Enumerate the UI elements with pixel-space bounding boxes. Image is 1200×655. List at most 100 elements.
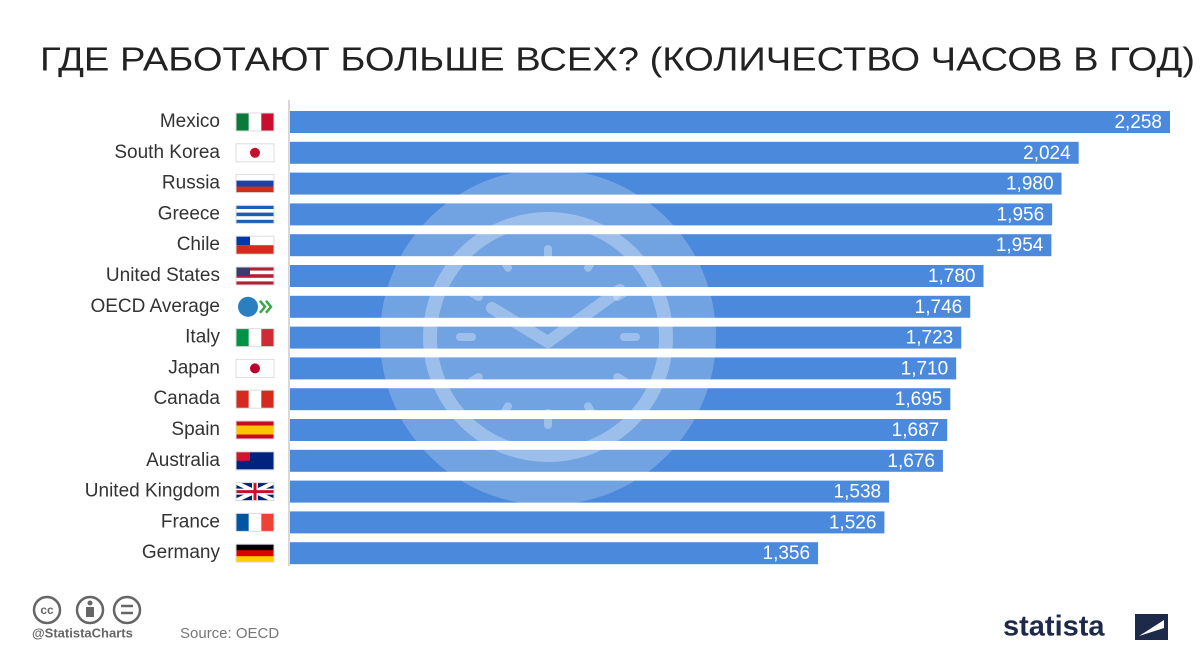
- category-label: Greece: [158, 203, 220, 224]
- bar: [290, 141, 1079, 164]
- category-label: Germany: [142, 542, 221, 563]
- category-label: United Kingdom: [85, 481, 220, 502]
- bar: [290, 295, 971, 318]
- value-label: 1,676: [887, 451, 935, 472]
- flag: [235, 543, 275, 563]
- flag: [235, 389, 275, 409]
- flag-stripe: [236, 421, 274, 426]
- flag-border: [235, 112, 275, 132]
- flag: [235, 174, 275, 194]
- flag: [235, 266, 275, 286]
- flag: [235, 512, 275, 532]
- cc-icons: cc: [32, 595, 142, 625]
- value-label: 1,356: [763, 543, 811, 564]
- bar: [290, 326, 962, 349]
- flag-border: [235, 358, 275, 378]
- flag-stripe: [248, 390, 262, 409]
- flag-cross: [236, 482, 274, 501]
- clock-face: [423, 212, 673, 462]
- bar: [290, 172, 1062, 195]
- category-label: Japan: [168, 357, 220, 378]
- flag-stripe: [236, 209, 274, 213]
- bar: [290, 203, 1053, 226]
- flag-stripe: [261, 390, 275, 409]
- flag-stripe: [236, 274, 274, 279]
- clock-tick: [613, 289, 629, 301]
- flag-border: [235, 328, 275, 348]
- flag-stripe: [248, 513, 262, 532]
- category-label: Italy: [185, 327, 220, 348]
- logo: statista: [1003, 611, 1105, 643]
- bar: [290, 111, 1170, 133]
- flag: [238, 296, 273, 317]
- value-label: 1,780: [928, 266, 976, 287]
- flag-stripe: [261, 328, 275, 347]
- value-label: 1,980: [1006, 174, 1054, 195]
- flag-border: [235, 235, 275, 255]
- svg-text:cc: cc: [40, 603, 54, 617]
- flag: [235, 235, 275, 255]
- flag-stripe: [236, 212, 274, 217]
- flag: [235, 112, 275, 132]
- flag-border: [235, 420, 275, 440]
- clock-tick: [613, 373, 629, 385]
- flag-stripe: [236, 328, 249, 347]
- flag-border: [235, 543, 275, 563]
- flag-stripe: [261, 113, 275, 131]
- flag-border: [235, 389, 275, 409]
- value-label: 1,746: [915, 297, 963, 318]
- flag-stripe: [236, 550, 274, 557]
- clock-hands: [486, 284, 626, 348]
- clock-tick: [467, 373, 483, 385]
- bar: [290, 511, 885, 534]
- clock-tick: [584, 402, 596, 418]
- category-label: Australia: [146, 450, 220, 471]
- bars: [290, 111, 1170, 565]
- bar: [290, 449, 943, 472]
- footer-source: Source: OECD: [180, 625, 279, 642]
- value-label: 1,954: [996, 235, 1044, 256]
- value-label: 1,526: [829, 512, 877, 533]
- logo-mark: [1135, 614, 1168, 640]
- bar: [290, 419, 948, 441]
- clock-disc: [380, 169, 716, 505]
- value-label: 1,695: [895, 389, 943, 410]
- clock-tick: [500, 256, 512, 272]
- bar: [290, 542, 819, 565]
- flag-stripe: [236, 186, 274, 193]
- flag-stripe: [236, 113, 249, 131]
- flag-stripe: [236, 544, 274, 551]
- flag-stripe: [236, 174, 274, 181]
- category-label: Spain: [171, 419, 220, 440]
- flag-stripe: [236, 513, 249, 532]
- bar: [290, 388, 951, 411]
- flag-stripe: [236, 277, 274, 282]
- category-label: Russia: [162, 173, 221, 194]
- bar: [290, 357, 957, 380]
- flag: [235, 358, 275, 378]
- value-label: 1,710: [901, 358, 949, 379]
- flag-stripe: [236, 281, 274, 286]
- value-label: 2,258: [1114, 112, 1162, 133]
- footer-handle: @StatistaCharts: [32, 625, 133, 640]
- flag-stripe: [236, 205, 274, 210]
- flag: [235, 480, 275, 503]
- flag-canton: [236, 267, 250, 276]
- flag-stripe: [236, 267, 274, 271]
- flag: [235, 328, 275, 348]
- flag-stripe: [236, 245, 274, 255]
- clock-tick: [500, 402, 512, 418]
- category-label: Canada: [153, 388, 220, 409]
- category-label: Chile: [177, 234, 220, 255]
- flag-stripe: [236, 180, 274, 187]
- flag-globe: [238, 296, 258, 317]
- bar: [290, 234, 1052, 257]
- flag-border: [235, 451, 275, 471]
- flag-dot: [250, 363, 260, 374]
- chart-title: ГДЕ РАБОТАЮТ БОЛЬШЕ ВСЕХ? (КОЛИЧЕСТВО ЧА…: [40, 41, 1195, 78]
- flag-stripe: [236, 236, 274, 246]
- flag-dot: [250, 147, 260, 158]
- flag-border: [235, 512, 275, 532]
- bar: [290, 265, 984, 287]
- category-label: South Korea: [114, 142, 220, 163]
